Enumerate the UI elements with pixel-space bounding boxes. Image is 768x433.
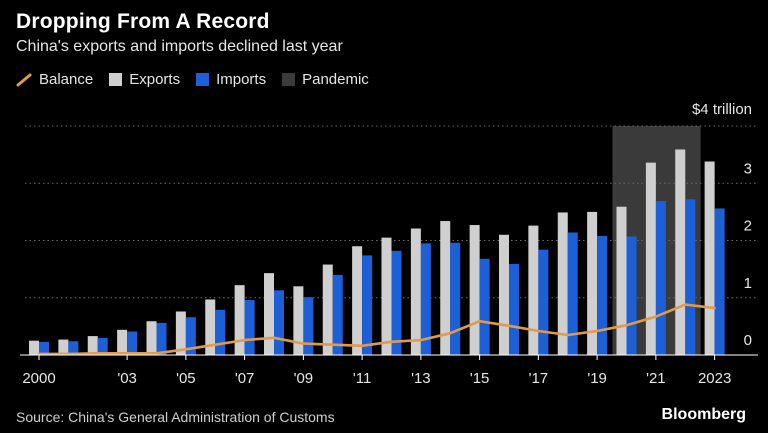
legend-item-imports: Imports (196, 71, 266, 88)
legend-label-balance: Balance (39, 71, 94, 88)
exports-bar (29, 340, 39, 355)
exports-bar (175, 311, 186, 355)
legend-label-exports: Exports (129, 71, 181, 88)
imports-bar (567, 232, 578, 355)
x-tick-label: '09 (294, 370, 314, 387)
exports-bar (410, 228, 421, 355)
imports-bar (156, 322, 167, 355)
exports-bar (58, 339, 69, 355)
exports-bar (528, 225, 539, 355)
imports-bar (185, 317, 196, 355)
exports-bar (616, 206, 627, 355)
exports-bar (499, 234, 509, 355)
legend-item-balance: Balance (16, 71, 93, 88)
exports-bar (469, 225, 480, 355)
exports-bar (87, 336, 98, 355)
imports-bar (244, 300, 255, 355)
imports-bar (626, 236, 637, 355)
imports-bar (332, 274, 343, 355)
legend-label-imports: Imports (216, 71, 267, 88)
exports-bar (381, 237, 392, 355)
pandemic-swatch-icon (282, 73, 296, 86)
imports-bar (274, 290, 284, 355)
x-tick-label: '05 (176, 370, 196, 387)
legend: Balance Exports Imports Pandemic (16, 71, 385, 88)
x-tick-label: '17 (529, 370, 549, 387)
imports-bar (538, 249, 549, 355)
exports-bar (587, 211, 598, 355)
exports-bar (704, 161, 715, 355)
imports-bar (655, 200, 666, 355)
exports-bar (322, 264, 333, 355)
exports-bar (234, 285, 245, 355)
imports-bar (685, 199, 696, 355)
exports-bar (645, 162, 656, 355)
x-tick-label: 2023 (698, 370, 731, 387)
imports-bar (362, 255, 373, 355)
x-tick-label: '13 (411, 370, 431, 387)
imports-bar (479, 258, 490, 355)
exports-bar (675, 149, 686, 355)
y-tick-label: 1 (744, 275, 752, 292)
imports-bar (509, 263, 519, 355)
x-tick-label: '03 (117, 370, 137, 387)
imports-bar (391, 250, 402, 355)
x-tick-label: '07 (235, 370, 255, 387)
exports-bar (293, 286, 304, 355)
chart-subtitle: China's exports and imports declined las… (16, 38, 343, 55)
source-note: Source: China's General Administration o… (16, 409, 335, 425)
imports-bar (714, 208, 725, 355)
brand-logo: Bloomberg (661, 406, 746, 423)
chart-title: Dropping From A Record (16, 10, 270, 33)
exports-bar (205, 299, 216, 355)
exports-swatch-icon (109, 73, 123, 86)
y-tick-label: $4 trillion (692, 101, 752, 118)
x-tick-label: '11 (353, 370, 371, 387)
x-tick-label: '19 (587, 370, 607, 387)
imports-bar (39, 341, 49, 355)
imports-bar (420, 243, 431, 355)
imports-bar (97, 337, 108, 355)
exports-bar (557, 212, 568, 355)
legend-item-exports: Exports (109, 71, 180, 88)
imports-bar (127, 331, 138, 355)
exports-bar (440, 221, 451, 355)
exports-bar (117, 329, 128, 355)
y-tick-label: 2 (744, 218, 752, 235)
imports-bar (450, 242, 461, 355)
y-tick-label: 3 (744, 160, 752, 177)
exports-bar (264, 273, 274, 355)
x-tick-label: '21 (646, 370, 666, 387)
imports-bar (597, 235, 608, 355)
y-tick-label: 0 (744, 332, 752, 349)
balance-line-icon (16, 73, 32, 86)
imports-bar (303, 297, 314, 355)
exports-bar (146, 321, 157, 355)
imports-swatch-icon (196, 73, 210, 86)
x-tick-label: '15 (470, 370, 490, 387)
legend-item-pandemic: Pandemic (282, 71, 369, 88)
x-tick-label: 2000 (22, 370, 55, 387)
exports-bar (352, 246, 363, 355)
legend-label-pandemic: Pandemic (302, 71, 369, 88)
imports-bar (215, 309, 226, 355)
imports-bar (68, 341, 79, 355)
balance-line (37, 303, 716, 356)
